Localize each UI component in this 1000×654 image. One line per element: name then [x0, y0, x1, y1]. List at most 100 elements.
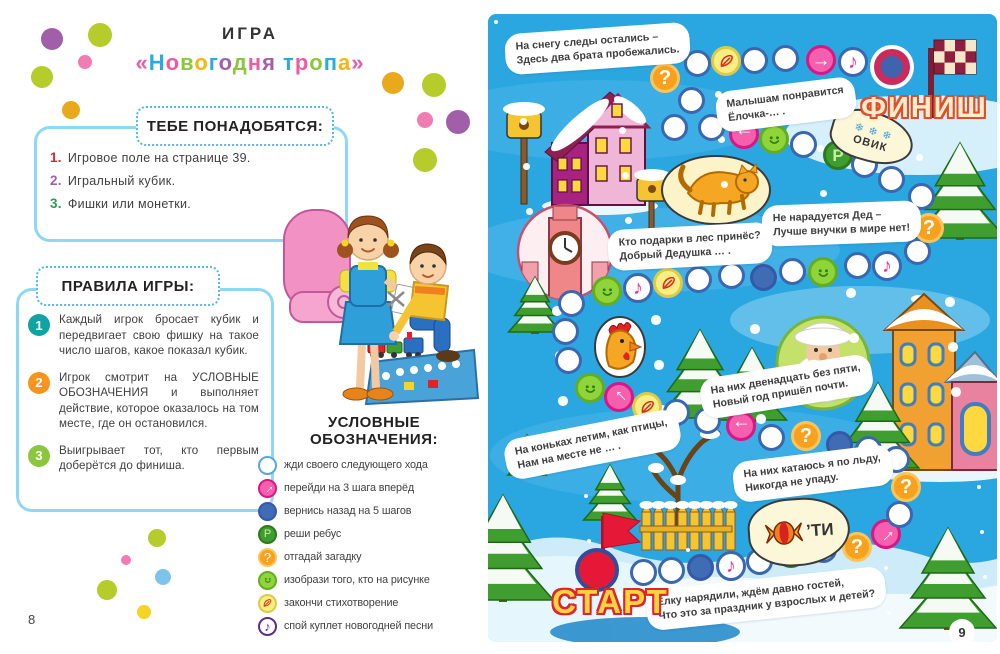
need-item: 3. Фишки или монетки.	[50, 196, 192, 211]
legend-items: жди своего следующего хода → перейди на 3 …	[258, 455, 490, 636]
path-cell-plain	[684, 265, 712, 293]
need-item: 1. Игровое поле на странице 39.	[50, 150, 251, 165]
path-cell-fwd_ur: →	[871, 519, 901, 549]
rooster-medallion	[594, 316, 646, 378]
finish-flag-icon	[928, 39, 977, 118]
children-playing-illustration	[283, 209, 480, 406]
legend-block: УСЛОВНЫЕ ОБОЗНАЧЕНИЯ: жди своего следующ…	[258, 414, 490, 640]
snow-dot	[587, 539, 591, 543]
book-title-colored: «Новогодня тропа»	[135, 50, 365, 75]
game-board	[488, 14, 997, 642]
path-cell-plain	[789, 130, 817, 158]
fence	[639, 501, 738, 551]
path-cell-plain	[677, 86, 705, 114]
snow-dot	[951, 387, 961, 397]
confetti-dot	[446, 110, 470, 134]
path-cell-plain	[551, 317, 579, 345]
mimic-icon	[258, 570, 277, 590]
snow-dot	[619, 127, 626, 134]
snow-dot	[625, 217, 632, 224]
path-cell-poem	[653, 268, 683, 298]
snow-dot	[913, 109, 920, 116]
snow-dot	[846, 288, 856, 298]
rebus-confetti: ’ТИ	[745, 494, 853, 570]
path-cell-plain	[885, 500, 913, 528]
path-cell-song: ♪	[716, 551, 746, 581]
confetti-dot	[137, 605, 151, 619]
confetti-dot	[62, 101, 80, 119]
path-cell-fwd_r: →	[806, 45, 836, 75]
snow-dot	[983, 575, 987, 579]
rule-item: 1 Каждый игрок бросает кубик и передвигае…	[28, 312, 264, 359]
pink-house	[542, 91, 658, 215]
path-cell-plain	[629, 558, 657, 586]
snow-dot	[721, 181, 728, 188]
snow-dot	[558, 396, 568, 406]
path-cell-plain	[554, 346, 582, 374]
snow-dot	[849, 333, 859, 343]
finish-label: ФИНИШ	[861, 92, 988, 124]
snow-dot	[526, 208, 533, 215]
fwd_ur-icon: →	[258, 478, 277, 498]
path-cell-start	[575, 548, 619, 592]
snow-dot	[916, 154, 923, 161]
legend-item: изобрази того, кто на рисунке	[258, 570, 490, 590]
snow-dot	[945, 297, 955, 307]
path-cell-finish	[874, 49, 910, 85]
snow-dot	[756, 414, 766, 424]
snow-dot	[520, 118, 527, 125]
start-flag-icon	[601, 512, 642, 552]
path-cell-poem	[711, 46, 741, 76]
path-cell-mimic	[759, 124, 789, 154]
path-cell-plain	[557, 289, 585, 317]
snow-dot	[552, 306, 562, 316]
rule-item: 3 Выигрывает тот, кто первым доберётся до…	[28, 443, 264, 474]
snow-dot	[584, 494, 588, 498]
path-cell-riddle: ?	[891, 472, 921, 502]
path-cell-song: ♪	[872, 251, 902, 281]
path-cell-plain	[740, 46, 768, 74]
confetti-dot	[382, 72, 404, 94]
path-cell-plain	[843, 251, 871, 279]
path-cell-plain	[657, 556, 685, 584]
riddle-bubble: Кто подарки в лес принёс? Добрый Дедушка …	[607, 221, 774, 271]
path-cell-fwd_ul: →	[604, 382, 634, 412]
legend-item: вернись назад на 5 шагов	[258, 501, 490, 521]
snow-dot	[980, 530, 984, 534]
path-cell-mimic	[592, 276, 622, 306]
snow-dot	[977, 485, 981, 489]
poem-icon	[258, 593, 277, 613]
back-icon	[258, 501, 277, 521]
you-will-need-heading: ТЕБЕ ПОНАДОБЯТСЯ:	[136, 106, 334, 146]
snow-dot	[523, 163, 530, 170]
path-cell-mimic	[808, 257, 838, 287]
snow-dot	[622, 172, 629, 179]
snow-dot	[718, 136, 725, 143]
page-number-right: 9	[949, 619, 975, 645]
riddle-bubble: Не нарадуется Дед – Лучше внучки в мире н…	[761, 200, 922, 247]
snow-dot	[820, 190, 827, 197]
snow-dot	[817, 145, 824, 152]
snow-dot	[651, 315, 661, 325]
rule-item: 2 Игрок смотрит на УСЛОВНЫЕ ОБОЗНАЧЕНИЯ и…	[28, 370, 264, 432]
song_purple-icon: ♪	[258, 616, 277, 636]
need-list: 1. Игровое поле на странице 39. 2. Игральны…	[50, 150, 340, 219]
confetti-dot	[121, 555, 131, 565]
legend-item: → перейди на 3 шага вперёд	[258, 478, 415, 498]
wait-icon	[258, 455, 277, 475]
rules-list: 1 Каждый игрок бросает кубик и передвигае…	[28, 312, 264, 485]
snow-dot	[654, 360, 664, 370]
confetti-dot	[78, 55, 92, 69]
need-item: 2. Игральный кубик.	[50, 173, 176, 188]
confetti-dot	[88, 23, 112, 47]
path-cell-song: ♪	[623, 273, 653, 303]
page-title-game: ИГРА	[222, 24, 278, 43]
path-cell-plain	[757, 423, 785, 451]
confetti-dot	[31, 66, 53, 88]
birdhouse-2	[634, 169, 670, 251]
snow-dot	[494, 20, 498, 24]
snow-dot	[750, 324, 760, 334]
snow-dot	[686, 548, 690, 552]
rebus-icon: Р	[258, 524, 277, 544]
